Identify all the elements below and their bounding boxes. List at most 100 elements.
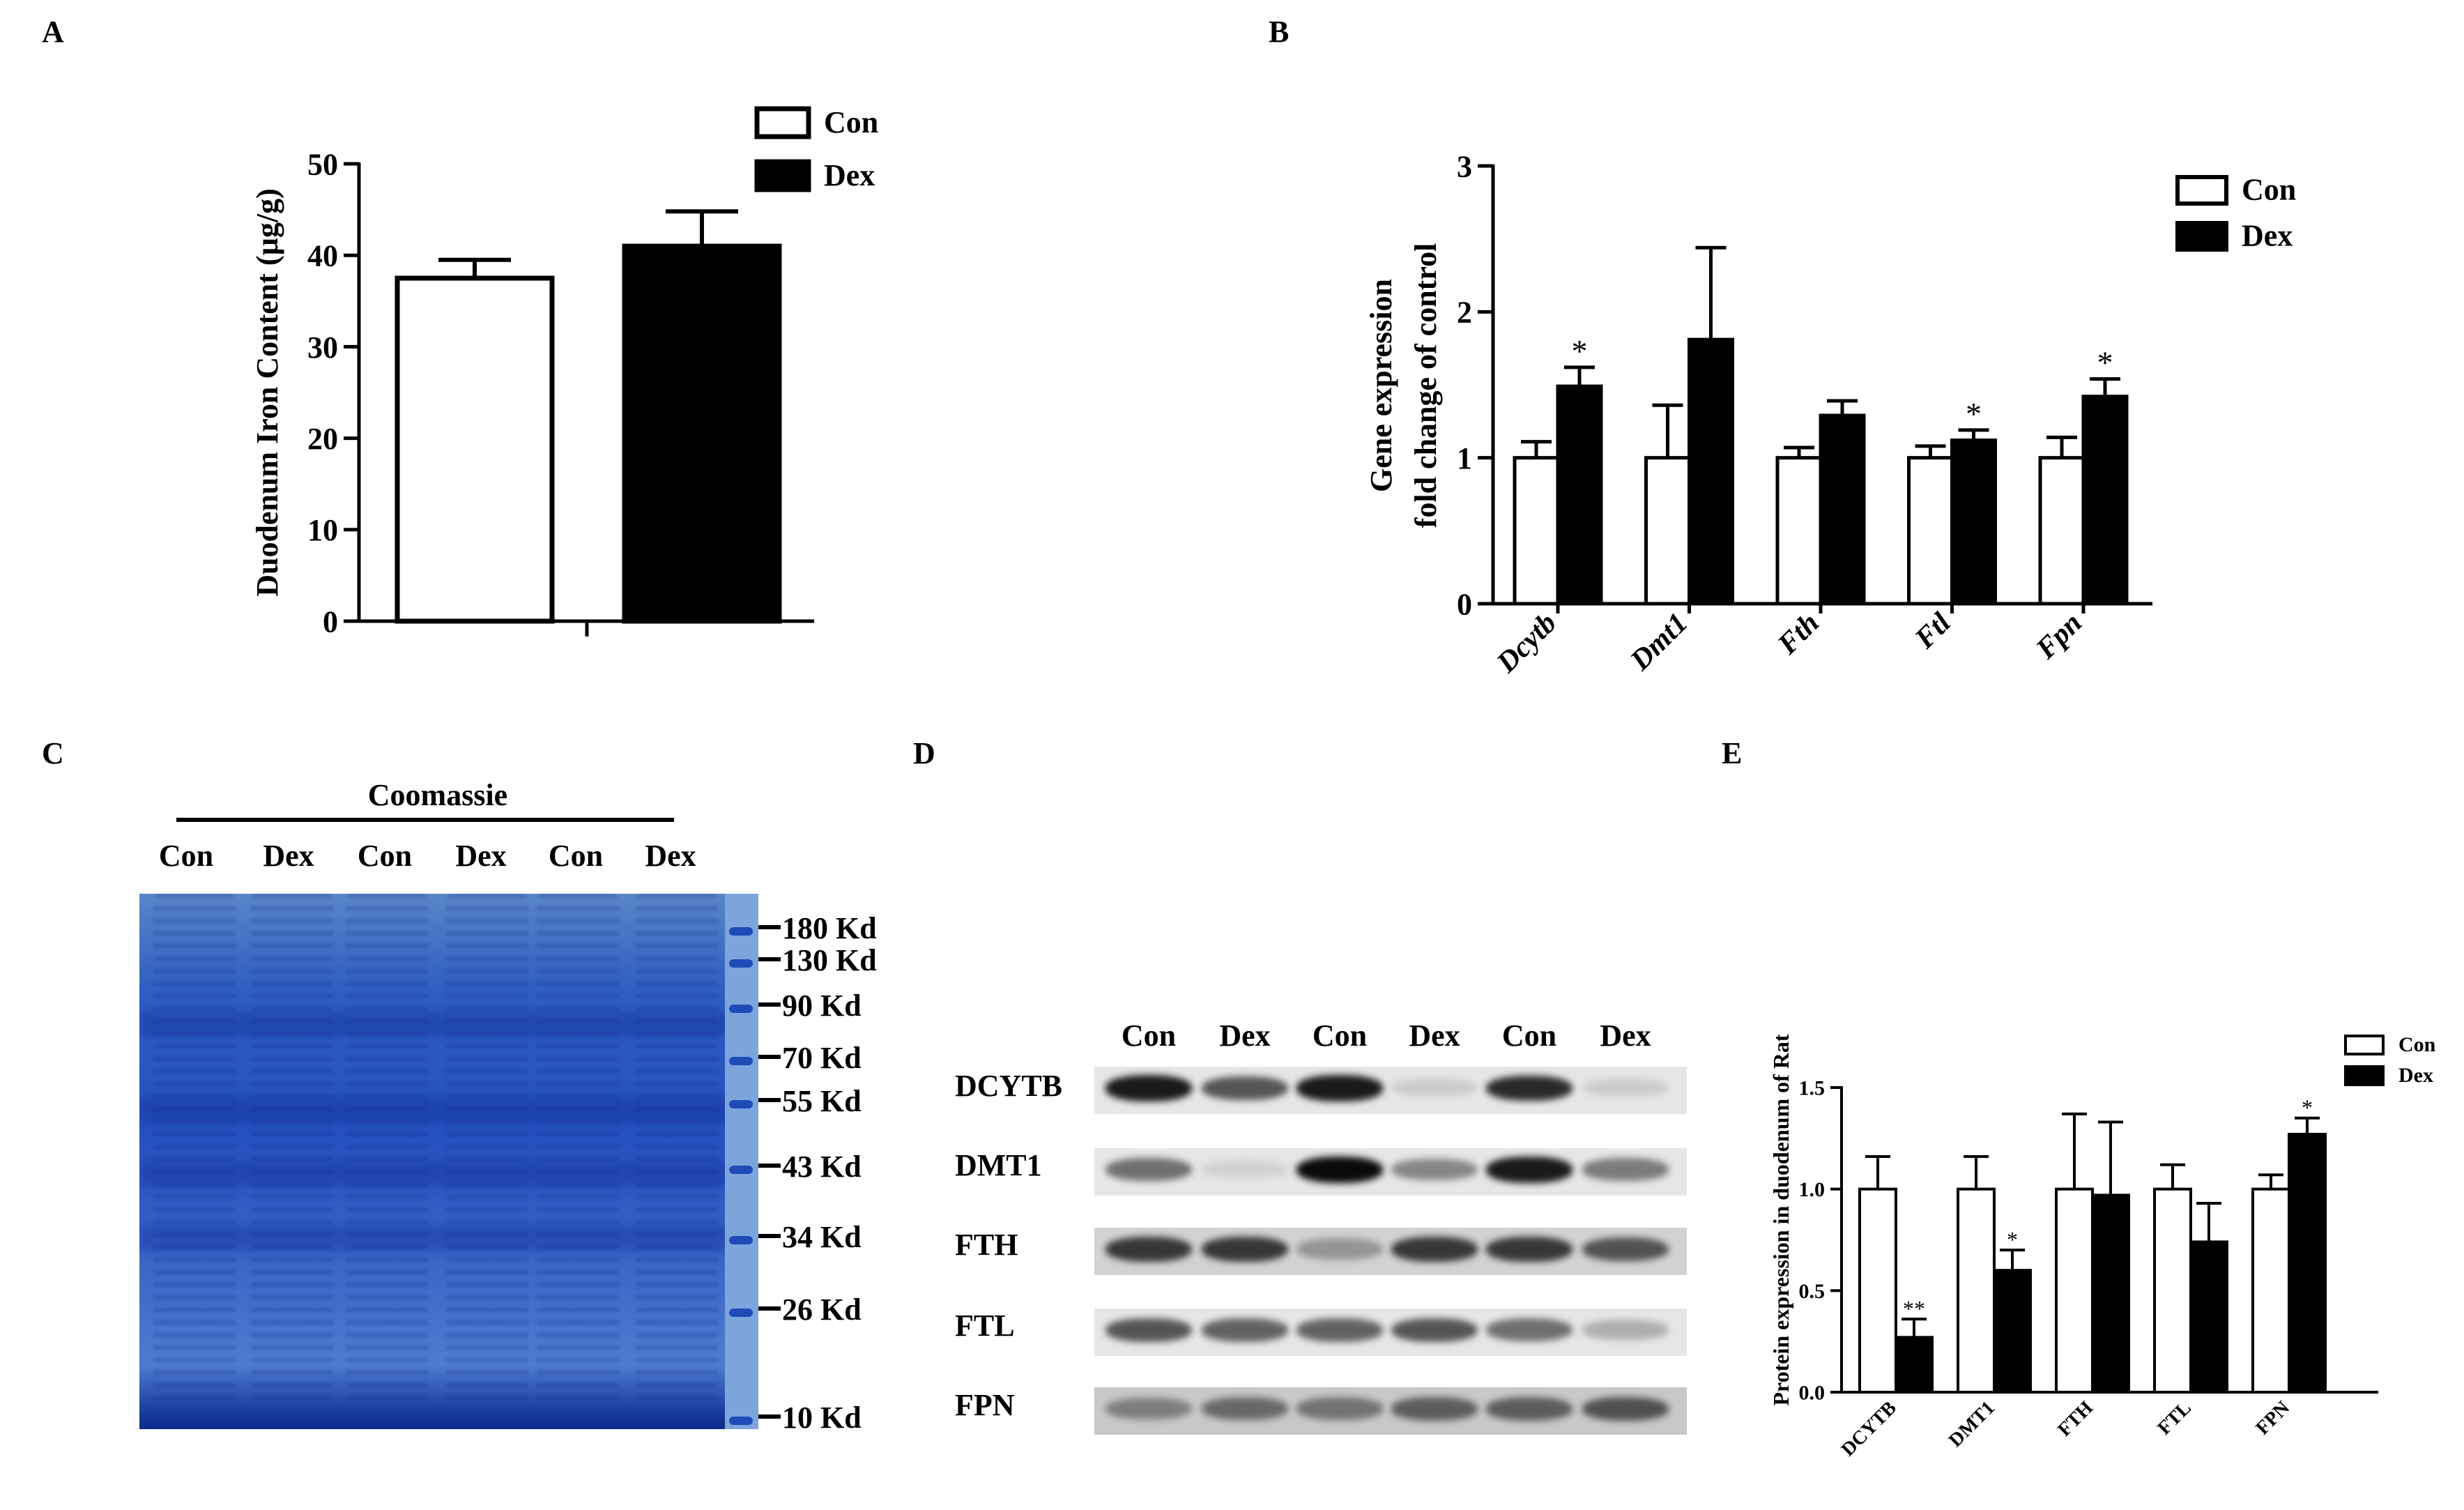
gel-marker-label: 90 Kd [782,989,862,1023]
panel-label-d: D [913,736,935,770]
blot-lane-label: Con [1502,1019,1556,1053]
x-category-label: FPN [2252,1397,2294,1439]
gel-lane [153,894,236,1410]
legend-swatch-dex [2344,1065,2385,1086]
x-category-label: Fth [1771,607,1826,662]
x-category-label: DCYTB [1837,1397,1901,1461]
y-tick-label: 0 [1457,587,1472,621]
gel-lane-label: Con [358,839,412,873]
blot-band [1391,1236,1478,1262]
legend-swatch-dex [754,159,811,192]
blot-band [1296,1318,1383,1342]
bar-con [395,275,555,624]
y-axis-label-line2: fold change of control [1409,243,1443,528]
blot-strip-dmt1 [1094,1148,1687,1196]
legend-label-dex: Dex [2242,218,2293,252]
chart-b-gene-expression: 0 1 2 3 * Dcytb Dmt1 Fth * Ftl * Fpn Con Dex Gene expr… [1364,149,2296,679]
blot-band [1202,1318,1288,1342]
bar-con-ftl [2153,1187,2192,1394]
blot-lane-label: Con [1122,1019,1176,1053]
gel-lane-label: Dex [263,839,314,873]
gel-marker-label: 34 Kd [782,1220,862,1254]
bar-dex-fpn [2288,1133,2327,1394]
y-tick-label: 10 [307,513,338,547]
bar-con-dcytb [1513,456,1560,606]
gel-marker-label: 10 Kd [782,1401,862,1435]
gel-lane-label: Con [549,839,603,873]
significance-mark: * [2007,1227,2018,1252]
blot-band [1296,1238,1383,1260]
y-tick-label: 1.0 [1799,1178,1826,1201]
blot-row-label: FPN [955,1388,1015,1422]
gel-marker-label: 180 Kd [782,911,877,945]
blot-band [1296,1075,1383,1101]
blot-band [1202,1160,1288,1178]
significance-mark: * [2302,1095,2313,1120]
blot-lane-label: Dex [1600,1019,1651,1053]
y-tick-label: 0 [323,604,338,639]
blot-band [1391,1158,1478,1181]
blot-band [1202,1076,1288,1100]
gel-lane-label: Con [159,839,213,873]
chart-a-iron-content: 0 10 20 30 40 50 Con Dex Duodenum Iron Content (… [250,105,878,639]
bar-con-fth [2055,1187,2094,1394]
panel-label-a: A [42,15,64,49]
gel-marker-label: 130 Kd [782,943,877,977]
gel-ladder-band [729,1057,753,1065]
bar-con-fpn [2038,456,2086,606]
bar-con-fth [1775,456,1823,606]
gel-lane [446,894,528,1410]
y-tick-label: 1 [1457,441,1472,475]
x-category-label: DMT1 [1945,1397,1999,1451]
gel-ladder-band [729,1309,753,1317]
bar-con-dmt1 [1644,456,1691,606]
x-category-label: FTH [2053,1397,2097,1441]
bar-dex-ftl [1950,438,1997,606]
y-tick-label: 20 [307,422,338,456]
gel-marker-label: 43 Kd [782,1150,862,1184]
gel-ladder-lane [725,894,758,1429]
legend-swatch-dex [2175,221,2228,252]
gel-lane-label: Dex [645,839,696,873]
gel-ladder-band [729,927,753,936]
blot-band [1296,1157,1383,1183]
bar-con-fpn [2251,1187,2290,1394]
blot-band [1296,1397,1383,1420]
blot-band [1391,1318,1478,1342]
bar-con-dcytb [1858,1187,1897,1394]
blot-band [1582,1237,1669,1261]
blot-lane-label: Dex [1219,1019,1270,1053]
gel-band-row [139,1226,758,1251]
gel-lane [636,894,718,1410]
y-tick-label: 2 [1457,296,1472,330]
legend-swatch-con [2344,1035,2385,1055]
legend-label-con: Con [2242,172,2296,206]
coomassie-gel-image [139,894,758,1429]
legend-label-dex: Dex [824,158,875,192]
blot-band [1582,1158,1669,1181]
y-axis-label: Protein expression in duodenum of Rat [1768,1034,1793,1405]
bar-dex-dcytb [1556,384,1603,606]
bar-dex-dcytb [1895,1336,1934,1394]
bar-dex-dmt1 [1993,1269,2032,1394]
blot-band [1486,1396,1572,1421]
blot-band [1582,1078,1669,1097]
blot-band [1391,1078,1478,1097]
legend-label-con: Con [2398,1033,2436,1056]
blot-band [1486,1236,1572,1262]
blot-band [1486,1075,1572,1101]
legend-label-con: Con [824,105,878,139]
blot-band [1202,1236,1288,1262]
gel-lane [251,894,333,1410]
blot-strip-dcytb [1094,1067,1687,1114]
blot-band [1105,1158,1192,1182]
gel-marker-label: 55 Kd [782,1084,862,1118]
x-category-label: Fpn [2030,607,2088,666]
western-blot-panel [1094,1067,1687,1436]
blot-band [1105,1318,1192,1342]
blot-row-label: FTL [955,1309,1015,1343]
significance-mark: * [1966,396,1982,432]
gel-title: Coomassie [368,778,507,812]
blot-band [1105,1075,1192,1101]
